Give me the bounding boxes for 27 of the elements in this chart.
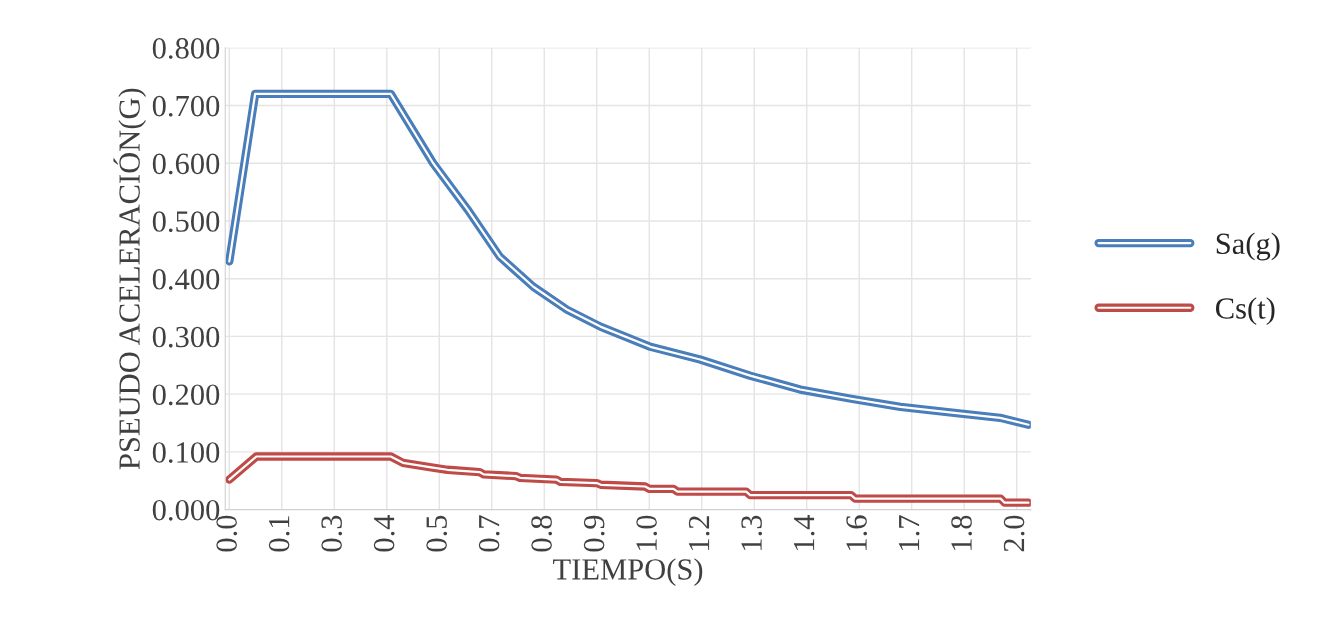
y-tick-label: 0.300 [152, 326, 220, 348]
y-tick-label: 0.700 [152, 95, 220, 117]
y-tick-label: 0.500 [152, 211, 220, 232]
x-tick-label: 0.3 [321, 515, 343, 552]
x-tick-label: 1.7 [898, 515, 920, 550]
y-tick-label: 0.100 [152, 442, 220, 463]
x-tick-label: 0.8 [531, 515, 553, 552]
x-tick-label: 1.3 [741, 515, 763, 550]
x-tick-label: 0.5 [426, 515, 448, 552]
y-tick-label: 0.200 [152, 384, 220, 406]
x-tick-label: 2.0 [1003, 515, 1025, 552]
y-tick-label: 0.400 [152, 268, 220, 290]
x-tick-label: 0.1 [268, 516, 290, 552]
y-axis-title: PSEUDO ACELERACIÓN(G) [113, 88, 147, 470]
x-tick-label: 1.0 [636, 515, 658, 550]
x-axis-title: TIEMPO(S) [553, 558, 703, 586]
x-tick-label: 1.6 [846, 515, 868, 550]
y-tick-label: 0.600 [152, 153, 220, 175]
x-tick-label: 0.9 [583, 515, 605, 552]
legend-label: Sa(g) [1216, 232, 1280, 261]
y-tick-label: 0.800 [152, 38, 220, 59]
x-tick-label: 0.7 [478, 515, 500, 552]
x-tick-label: 0.4 [373, 514, 395, 552]
x-tick-label: 1.4 [793, 514, 815, 550]
legend-label: Cs(t) [1216, 297, 1275, 325]
x-tick-label: 1.8 [951, 515, 972, 550]
x-tick-label: 1.2 [688, 516, 710, 550]
